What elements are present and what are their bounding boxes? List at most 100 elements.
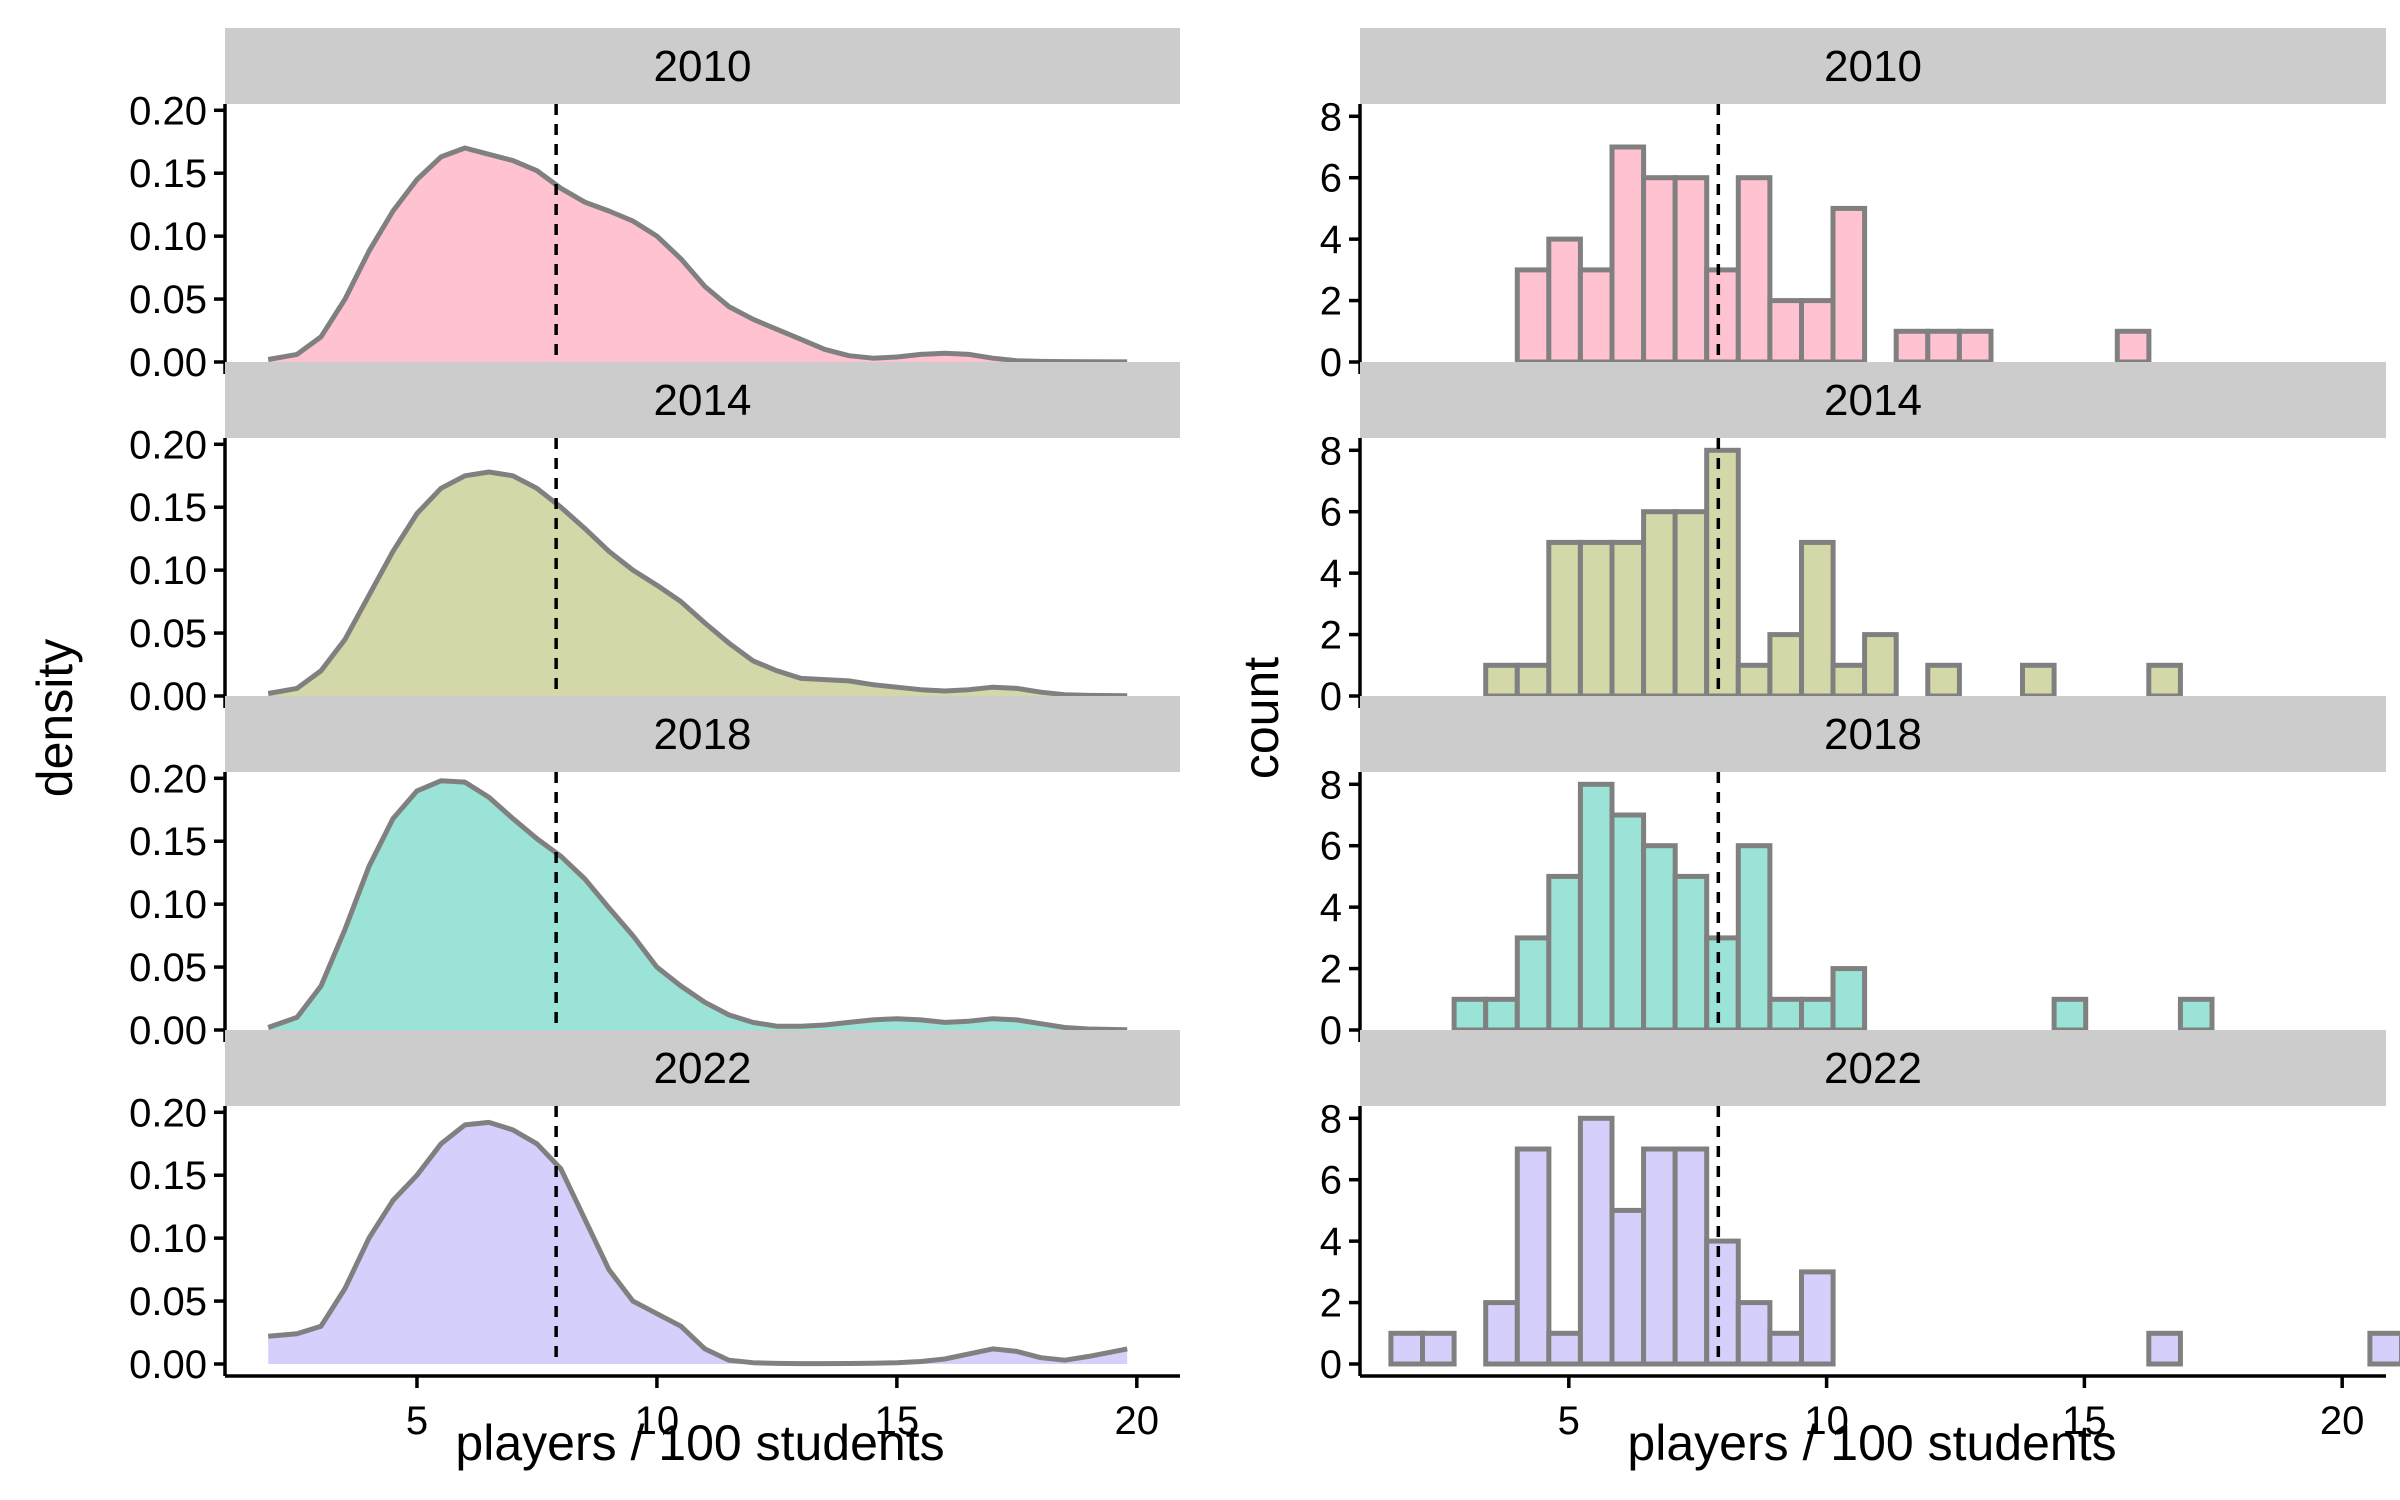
histogram-bar — [1514, 935, 1552, 1033]
y-tick-label: 0.15 — [129, 820, 207, 864]
histogram-bar — [1799, 1269, 1836, 1367]
histogram-bar — [2146, 1330, 2183, 1367]
histogram-bar — [1546, 1330, 1583, 1367]
density-panel: 20100.000.050.100.150.2020140.000.050.10… — [129, 28, 1180, 1443]
y-tick-label: 0 — [1320, 1343, 1342, 1387]
density-curve — [267, 1119, 1128, 1367]
facet-strip-label: 2014 — [654, 376, 752, 425]
y-tick-label: 0.20 — [129, 757, 207, 801]
histogram-bar — [1862, 632, 1899, 699]
histogram-bar — [1767, 1330, 1805, 1367]
histogram-bar — [1830, 966, 1868, 1033]
x-tick-label: 20 — [1115, 1399, 1160, 1443]
histogram-bar — [1609, 1207, 1647, 1367]
y-tick-label: 0.05 — [129, 1280, 207, 1324]
y-tick-label: 2 — [1320, 280, 1342, 324]
y-tick-label: 0.00 — [129, 1343, 207, 1387]
y-tick-label: 6 — [1320, 157, 1342, 201]
x-tick-label: 5 — [406, 1399, 428, 1443]
y-tick-label: 0.10 — [129, 215, 207, 259]
facet-strip — [1360, 28, 2386, 104]
facet-strip-label: 2022 — [1824, 1044, 1922, 1093]
histogram-bar — [1735, 175, 1773, 365]
y-tick-label: 0.00 — [129, 341, 207, 385]
histogram-bar — [1609, 539, 1647, 699]
y-tick-label: 0.05 — [129, 612, 207, 656]
histogram-bar — [1483, 662, 1520, 699]
facet-strip — [225, 28, 1180, 104]
y-tick-label: 0.10 — [129, 1217, 207, 1261]
hist-facet-2022: 2022 0 2 4 6 8 — [1320, 1030, 2400, 1387]
histogram-bar — [1925, 328, 1962, 365]
density-facet-2022: 2022 0.00 0.05 0.10 0.15 0.20 — [129, 1030, 1180, 1387]
histogram-bar — [1830, 662, 1868, 699]
histogram-bar — [2020, 662, 2057, 699]
facet-strip — [1360, 362, 2386, 438]
y-tick-label: 8 — [1320, 1097, 1342, 1141]
y-tick-label: 2 — [1320, 948, 1342, 992]
y-tick-label: 0 — [1320, 1009, 1342, 1053]
histogram-bar — [1514, 267, 1552, 365]
y-tick-label: 0.20 — [129, 89, 207, 133]
histogram-bar — [1641, 175, 1678, 365]
facet-strip-label: 2010 — [1824, 42, 1922, 91]
y-tick-label: 0.10 — [129, 883, 207, 927]
histogram-bar — [1577, 539, 1615, 699]
histogram-bar — [1799, 298, 1836, 365]
histogram-bar — [1925, 662, 1962, 699]
histogram-bar — [2146, 662, 2183, 699]
y-tick-label: 8 — [1320, 429, 1342, 473]
count-x-axis-title: players / 100 students — [1627, 1415, 2116, 1471]
y-tick-label: 4 — [1320, 1220, 1342, 1264]
histogram-bar — [1451, 996, 1489, 1033]
histogram-bar — [1483, 996, 1520, 1033]
histogram-bar — [2177, 996, 2215, 1033]
density-x-axis-title: players / 100 students — [455, 1415, 944, 1471]
y-tick-label: 6 — [1320, 1159, 1342, 1203]
histogram-bar — [1704, 447, 1741, 699]
y-tick-label: 2 — [1320, 1282, 1342, 1326]
histogram-bar — [1735, 1300, 1773, 1367]
histogram-bar — [1767, 298, 1805, 365]
histogram-bar — [1767, 632, 1805, 699]
y-tick-label: 0.20 — [129, 1091, 207, 1135]
histogram-bar — [1893, 328, 1931, 365]
facet-strip-label: 2018 — [1824, 710, 1922, 759]
y-tick-label: 4 — [1320, 218, 1342, 262]
y-tick-label: 0.15 — [129, 486, 207, 530]
count-y-axis-title: count — [1233, 657, 1289, 779]
facet-strip — [225, 1030, 1180, 1106]
facet-strip-label: 2022 — [654, 1044, 752, 1093]
histogram-bar — [1672, 1146, 1710, 1367]
hist-facet-2010: 2010 0 2 4 6 8 — [1320, 28, 2386, 385]
x-tick-label: 20 — [2320, 1399, 2365, 1443]
y-tick-label: 0.15 — [129, 1154, 207, 1198]
density-curve — [267, 469, 1128, 699]
histogram-bar — [1735, 843, 1773, 1033]
y-tick-label: 0.00 — [129, 675, 207, 719]
histogram-bar — [1514, 662, 1552, 699]
histogram-bar — [1672, 873, 1710, 1033]
y-tick-label: 8 — [1320, 95, 1342, 139]
histogram-bar — [1577, 781, 1615, 1033]
histogram-bar — [1735, 662, 1773, 699]
y-tick-label: 0 — [1320, 341, 1342, 385]
x-tick-label: 15 — [875, 1399, 920, 1443]
density-area — [268, 472, 1128, 696]
histogram-bar — [1483, 1300, 1520, 1367]
y-tick-label: 4 — [1320, 552, 1342, 596]
hist-facet-2018: 2018 0 2 4 6 8 — [1320, 696, 2386, 1053]
histogram-bar — [1514, 1146, 1552, 1367]
facet-strip-label: 2014 — [1824, 376, 1922, 425]
y-tick-label: 0.10 — [129, 549, 207, 593]
histogram-bar — [1546, 539, 1583, 699]
facet-strip — [225, 362, 1180, 438]
density-area — [268, 780, 1128, 1030]
histogram-bar — [1956, 328, 1994, 365]
histogram-bar — [1799, 539, 1836, 699]
histogram-bar — [1830, 205, 1868, 365]
y-tick-label: 0.20 — [129, 423, 207, 467]
y-tick-label: 0.05 — [129, 278, 207, 322]
density-facet-2014: 2014 0.00 0.05 0.10 0.15 0.20 — [129, 362, 1180, 719]
